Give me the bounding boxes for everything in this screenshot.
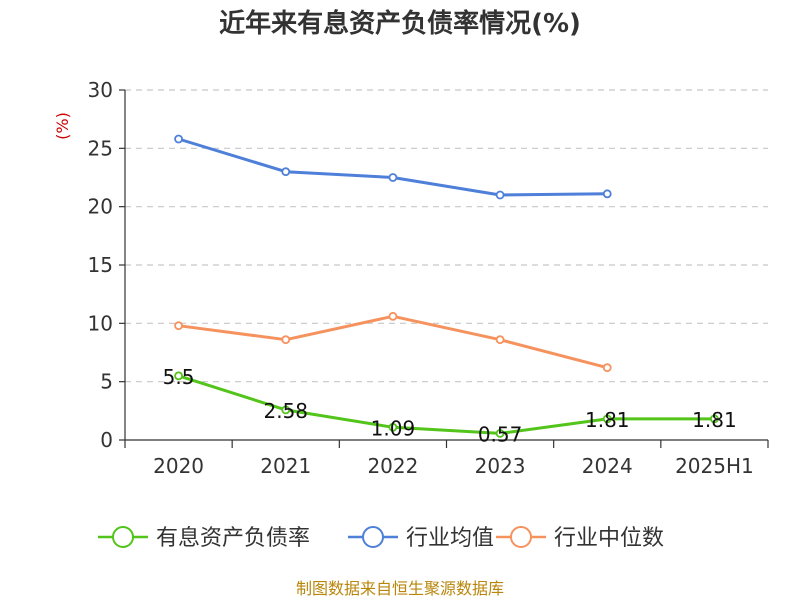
legend-item[interactable]: 行业中位数 bbox=[496, 526, 664, 551]
y-tick-label: 25 bbox=[88, 136, 113, 160]
legend[interactable]: 有息资产负债率 行业均值 行业中位数 bbox=[98, 526, 664, 551]
x-tick-label: 2021 bbox=[260, 454, 311, 478]
y-tick-label: 10 bbox=[88, 311, 113, 335]
data-point bbox=[174, 321, 183, 331]
data-point bbox=[388, 311, 398, 321]
legend-item[interactable]: 有息资产负债率 bbox=[98, 526, 310, 551]
series-line bbox=[178, 137, 608, 197]
data-label: 1.81 bbox=[585, 408, 630, 432]
series-line bbox=[178, 374, 715, 435]
data-point bbox=[388, 173, 398, 182]
data-point bbox=[495, 428, 505, 438]
x-tick-label: 2022 bbox=[367, 454, 418, 478]
x-tick-label: 2020 bbox=[153, 454, 204, 478]
y-tick-label: 30 bbox=[88, 78, 113, 102]
data-labels: 5.5 2.58 1.09 0.57 1.81 1.81 bbox=[163, 365, 737, 447]
data-point bbox=[602, 189, 612, 199]
data-point bbox=[281, 167, 291, 177]
data-point bbox=[602, 414, 612, 424]
series-line bbox=[178, 314, 608, 370]
data-label: 1.09 bbox=[371, 416, 416, 440]
y-tick-label: 0 bbox=[100, 428, 113, 452]
data-label: 1.81 bbox=[692, 408, 737, 432]
x-tick-label: 2025H1 bbox=[675, 454, 754, 478]
chart-title: 近年来有息资产负债率情况(%) bbox=[219, 8, 581, 39]
data-label: 5.5 bbox=[163, 365, 195, 389]
legend-marker bbox=[112, 526, 134, 548]
legend-item[interactable]: 行业均值 bbox=[348, 526, 494, 551]
axes: 0 5 10 15 20 25 30 2020 2021 2022 2023 2024 2025H1 bbox=[88, 78, 769, 478]
data-point bbox=[174, 134, 183, 144]
data-point bbox=[495, 190, 505, 200]
legend-label: 行业均值 bbox=[406, 526, 494, 551]
data-label: 2.58 bbox=[263, 399, 308, 423]
data-point bbox=[281, 335, 291, 345]
legend-label: 有息资产负债率 bbox=[156, 526, 310, 551]
data-point bbox=[710, 414, 719, 424]
x-tick-label: 2024 bbox=[582, 454, 633, 478]
legend-marker bbox=[510, 526, 532, 548]
data-point bbox=[174, 371, 183, 381]
legend-marker bbox=[362, 526, 384, 548]
y-tick-label: 20 bbox=[88, 195, 113, 219]
series-lines bbox=[174, 134, 719, 438]
x-tick-label: 2023 bbox=[475, 454, 526, 478]
legend-label: 行业中位数 bbox=[554, 526, 664, 551]
y-tick-label: 15 bbox=[88, 253, 113, 277]
source-note: 制图数据来自恒生聚源数据库 bbox=[296, 579, 504, 598]
y-axis-label: (%) bbox=[53, 112, 72, 140]
data-point bbox=[388, 422, 398, 432]
data-label: 0.57 bbox=[478, 422, 523, 446]
data-point bbox=[495, 335, 505, 345]
data-point bbox=[602, 363, 612, 373]
y-tick-label: 5 bbox=[100, 370, 113, 394]
grid-lines bbox=[125, 89, 768, 383]
data-point bbox=[281, 405, 291, 415]
